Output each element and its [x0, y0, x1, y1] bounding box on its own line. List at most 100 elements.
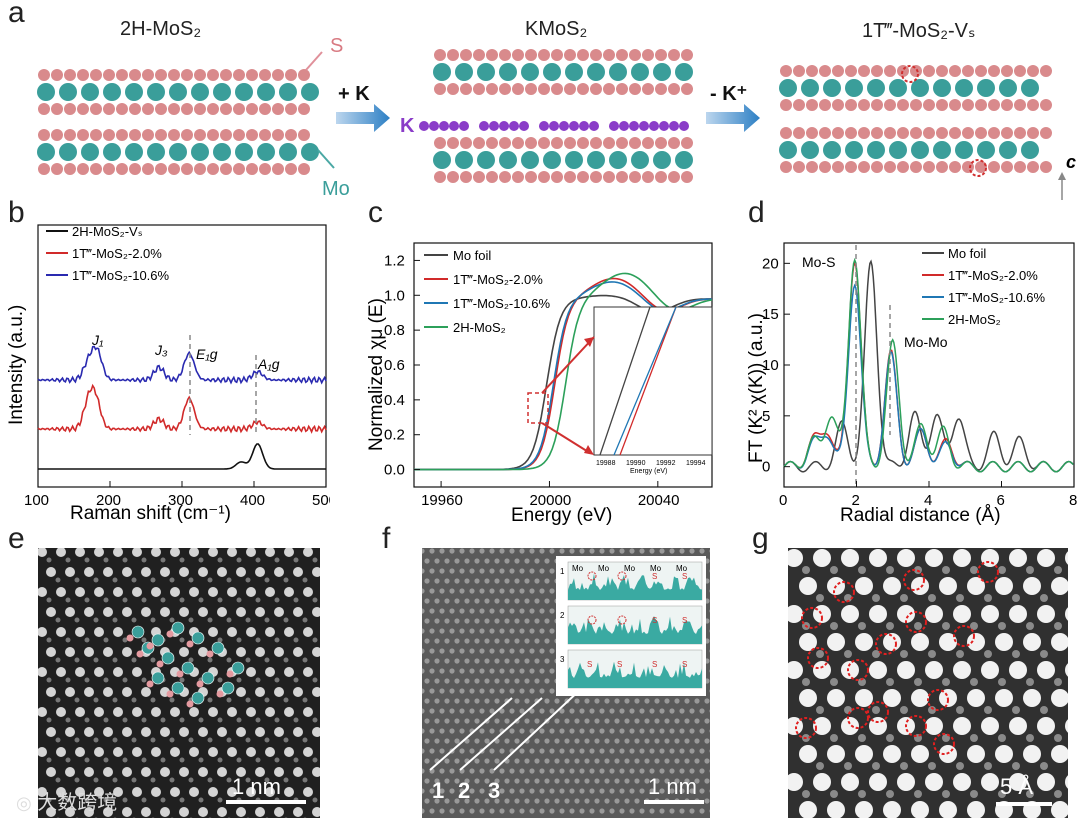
atom-column [303, 627, 313, 637]
atom-column [227, 707, 237, 717]
atom-column [449, 728, 454, 733]
atom-column [217, 727, 227, 737]
atom-column [464, 658, 469, 663]
mo-atom [609, 63, 627, 81]
atom-column [704, 758, 709, 763]
x-tick-label: 8 [1069, 492, 1077, 509]
s-atom [962, 127, 974, 139]
atom-column [855, 577, 873, 595]
s-atom [157, 661, 164, 668]
atom-column [981, 717, 999, 735]
atom-column [519, 608, 524, 613]
atom-column [94, 667, 104, 677]
atom-column [524, 798, 529, 803]
atom-column [479, 648, 484, 653]
atom-column [113, 578, 118, 583]
atom-column [489, 748, 494, 753]
atom-column [614, 798, 619, 803]
atom-column [619, 548, 624, 553]
atom-column [132, 818, 137, 819]
legend-entry: Mo foil [948, 246, 986, 261]
s-atom [923, 99, 935, 111]
inset-row-label: 3 [560, 655, 565, 664]
atom-column [799, 801, 817, 818]
atom-column [227, 698, 232, 703]
atom-column [529, 768, 534, 773]
atom-column [85, 758, 90, 763]
atom-column [429, 568, 434, 573]
s-atom [603, 137, 615, 149]
atom-column [534, 618, 539, 623]
atom-column [709, 588, 710, 593]
atom-column [227, 548, 237, 557]
s-atom [194, 103, 206, 115]
atom-column [604, 718, 609, 723]
atom-column [75, 618, 80, 623]
atom-column [265, 618, 270, 623]
atom-column [594, 798, 599, 803]
atom-column [484, 758, 489, 763]
atom-column [599, 788, 604, 793]
y-tick-label: 1.0 [384, 287, 405, 304]
atom-column [534, 758, 539, 763]
atom-column [489, 668, 494, 673]
atom-column [499, 608, 504, 613]
inset-mo-label: Mo [598, 564, 610, 573]
atom-column [312, 567, 320, 577]
atom-column [953, 717, 971, 735]
atom-column [1026, 678, 1034, 686]
atom-column [46, 687, 56, 697]
atom-column [569, 808, 574, 813]
s-atom [884, 65, 896, 77]
s-atom [668, 49, 680, 61]
atom-column [198, 607, 208, 617]
atom-column [434, 698, 439, 703]
atom-column [132, 738, 137, 743]
atom-column [858, 790, 866, 798]
stem-image-e: 1 nm [38, 548, 320, 818]
atom-column [170, 578, 175, 583]
atom-column [609, 808, 614, 813]
s-atom [845, 127, 857, 139]
atom-column [998, 678, 1006, 686]
atom-column [313, 798, 318, 803]
s-atom [103, 69, 115, 81]
atom-column [649, 808, 654, 813]
atom-column [1040, 594, 1048, 602]
atom-column [189, 618, 194, 623]
atom-column [469, 548, 474, 553]
atom-column [484, 698, 489, 703]
atom-column [489, 688, 494, 693]
atom-column [208, 587, 218, 597]
k-atom [569, 121, 579, 131]
atom-column [66, 718, 71, 723]
s-atom [1001, 161, 1013, 173]
atom-column [1065, 549, 1068, 567]
atom-column [94, 578, 99, 583]
atom-column [844, 762, 852, 770]
atom-column [1040, 762, 1048, 770]
atom-column [956, 650, 964, 658]
atom-column [699, 548, 704, 553]
atom-column [514, 658, 519, 663]
atom-column [439, 568, 444, 573]
atom-column [981, 661, 999, 679]
y-axis-label: FT (K² χ(K)) (a.u.) [746, 313, 767, 463]
mo-atom [103, 143, 121, 161]
atom-column [275, 598, 280, 603]
s-atom [447, 137, 459, 149]
atom-column [984, 650, 992, 658]
atom-column [953, 605, 971, 623]
s-atom [551, 171, 563, 183]
atom-column [594, 738, 599, 743]
inset-x-tick-label: 19992 [656, 460, 676, 467]
atom-column [142, 678, 147, 683]
atom-column [284, 787, 294, 797]
atom-column [170, 618, 175, 623]
s-atom [681, 171, 693, 183]
atom-column [474, 778, 479, 783]
atom-column [474, 698, 479, 703]
atom-column [75, 818, 80, 819]
y-axis-label: Intensity (a.u.) [6, 305, 27, 425]
atom-column [709, 548, 710, 553]
